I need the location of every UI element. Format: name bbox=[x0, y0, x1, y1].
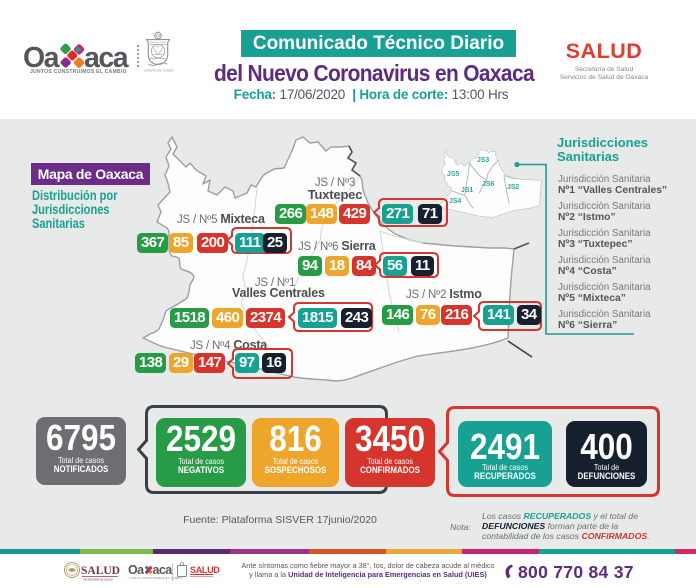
svg-text:Oa: Oa bbox=[128, 563, 145, 577]
svg-text:JS1: JS1 bbox=[461, 187, 473, 194]
svg-text:Oa: Oa bbox=[24, 42, 61, 74]
svg-text:SALUD: SALUD bbox=[81, 565, 120, 577]
svg-text:JS3: JS3 bbox=[477, 157, 489, 164]
svg-text:SECRETARÍA DE SALUD: SECRETARÍA DE SALUD bbox=[83, 578, 113, 582]
svg-text:JS6: JS6 bbox=[482, 181, 494, 188]
svg-text:Gobierno del Estado: Gobierno del Estado bbox=[144, 69, 174, 73]
svg-text:aca: aca bbox=[153, 563, 174, 577]
svg-text:JS5: JS5 bbox=[447, 171, 459, 178]
svg-text:aca: aca bbox=[84, 42, 130, 74]
svg-text:JS2: JS2 bbox=[507, 184, 519, 191]
svg-text:JS4: JS4 bbox=[449, 198, 461, 205]
